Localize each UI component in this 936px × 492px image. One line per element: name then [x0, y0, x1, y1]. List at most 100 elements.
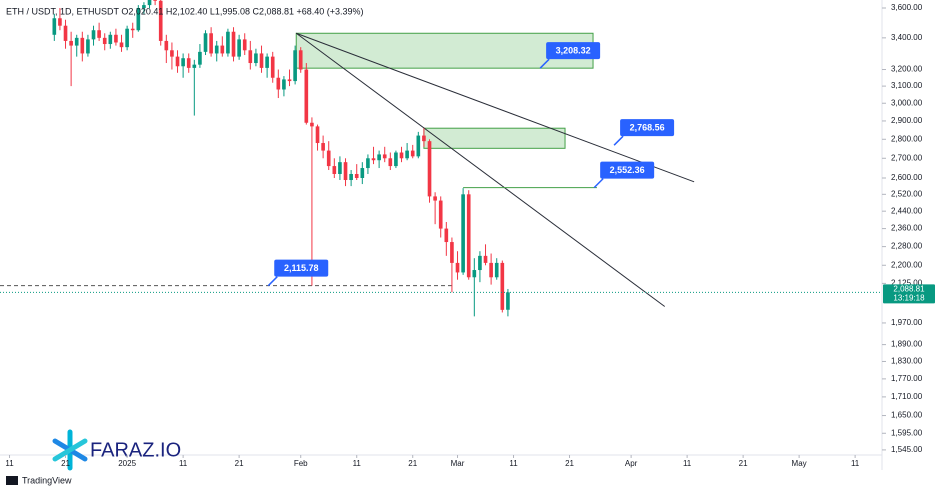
callout-label: 2,115.78 [284, 263, 319, 273]
candle-body [382, 154, 387, 159]
candle-body [125, 28, 129, 48]
plot-area [0, 0, 882, 317]
candle-body [209, 33, 213, 54]
callout-box [274, 259, 329, 277]
candle-body [102, 37, 107, 45]
y-tick-label: 3,000.00 [891, 98, 923, 107]
candle-body [388, 158, 393, 167]
candle-body [242, 39, 247, 51]
last-price-box [883, 284, 935, 304]
y-tick-label: 1,890.00 [891, 340, 923, 349]
zone-box [423, 127, 566, 149]
y-tick-label: 3,100.00 [891, 81, 923, 90]
candle-body [170, 50, 174, 57]
x-tick-label: 21 [739, 459, 748, 468]
x-tick-label: Feb [294, 459, 308, 468]
candle-body [119, 42, 124, 48]
candle-body [220, 45, 225, 54]
candle-body [422, 135, 426, 142]
candle-body [483, 255, 488, 263]
x-tick-label: May [792, 459, 807, 468]
candle-body [338, 162, 342, 174]
candle-body [321, 143, 325, 151]
callout-box [600, 161, 655, 179]
candle-body [427, 141, 432, 197]
candle-body [142, 5, 146, 8]
y-tick-label: 3,200.00 [891, 65, 923, 74]
candle-body [489, 262, 493, 278]
candle-body [343, 162, 348, 181]
candle-body [91, 30, 96, 40]
candle-body [455, 262, 460, 273]
callout-box [620, 119, 675, 137]
candle-body [315, 126, 320, 144]
candle-body [198, 51, 202, 65]
candle-body [293, 50, 297, 82]
x-tick-label: Apr [625, 459, 638, 468]
y-tick-label: 2,125.00 [891, 278, 923, 287]
x-tick-label: 11 [5, 459, 14, 468]
chart-header: ETH / USDT, 1D, ETHUSDT O2,020.41 H2,102… [6, 6, 364, 16]
trend-line [296, 32, 695, 183]
candle-body [158, 0, 163, 41]
candle-body [444, 228, 449, 243]
last-price-label: 2,088.81 [893, 284, 925, 293]
candle-body [500, 262, 505, 310]
callout-box [546, 42, 601, 60]
candle-body [332, 166, 337, 174]
y-tick-label: 2,800.00 [891, 134, 923, 143]
candle-body [175, 56, 180, 67]
candle-body [405, 150, 409, 159]
x-tick-label: Mar [451, 459, 465, 468]
candle-body [186, 58, 191, 68]
candle-body [97, 30, 101, 38]
callout-label: 2,552.36 [610, 165, 645, 175]
trend-line [295, 32, 666, 307]
callout-pointer [267, 276, 278, 287]
y-tick-label: 1,830.00 [891, 357, 923, 366]
callout-label: 3,208.32 [556, 46, 591, 56]
candle-body [80, 37, 85, 54]
candle-body [433, 196, 437, 201]
y-tick-label: 1,710.00 [891, 392, 923, 401]
candle-body [466, 194, 471, 278]
x-tick-label: 2025 [118, 459, 136, 468]
x-tick-label: 21 [565, 459, 574, 468]
y-tick-label: 2,440.00 [891, 206, 923, 215]
candle-body [326, 150, 331, 167]
footer-text: TradingView [22, 475, 72, 485]
candle-body [226, 31, 230, 54]
candle-body [265, 56, 269, 68]
candle-body [461, 194, 465, 273]
candle-body [394, 152, 398, 167]
candle-body [450, 242, 454, 263]
candle-body [494, 262, 499, 278]
candle-body [203, 33, 208, 52]
x-tick-label: 21 [408, 459, 417, 468]
callout-pointer [613, 135, 624, 146]
x-tick-label: 11 [353, 459, 362, 468]
callout-label: 2,768.56 [630, 123, 665, 133]
candle-body [136, 7, 141, 31]
candle-body [360, 168, 365, 178]
candle-body [52, 18, 57, 35]
y-tick-label: 3,400.00 [891, 33, 923, 42]
y-tick-label: 2,280.00 [891, 242, 923, 251]
candle-body [214, 45, 219, 54]
candle-body [63, 25, 68, 41]
y-tick-label: 1,650.00 [891, 411, 923, 420]
candle-body [472, 270, 477, 278]
candle-body [371, 158, 376, 161]
candle-body [416, 135, 421, 157]
candle-body [259, 53, 264, 68]
candle-body [276, 77, 281, 90]
candle-body [270, 56, 275, 78]
candle-body [108, 34, 113, 45]
x-tick-label: 11 [509, 459, 518, 468]
candle-body [192, 64, 197, 68]
y-tick-label: 1,595.00 [891, 428, 923, 437]
callout-pointer [539, 58, 550, 69]
brand-logo: FARAZ.IO [52, 429, 181, 471]
brand-name: FARAZ.IO [90, 439, 181, 461]
y-tick-label: 2,600.00 [891, 173, 923, 182]
